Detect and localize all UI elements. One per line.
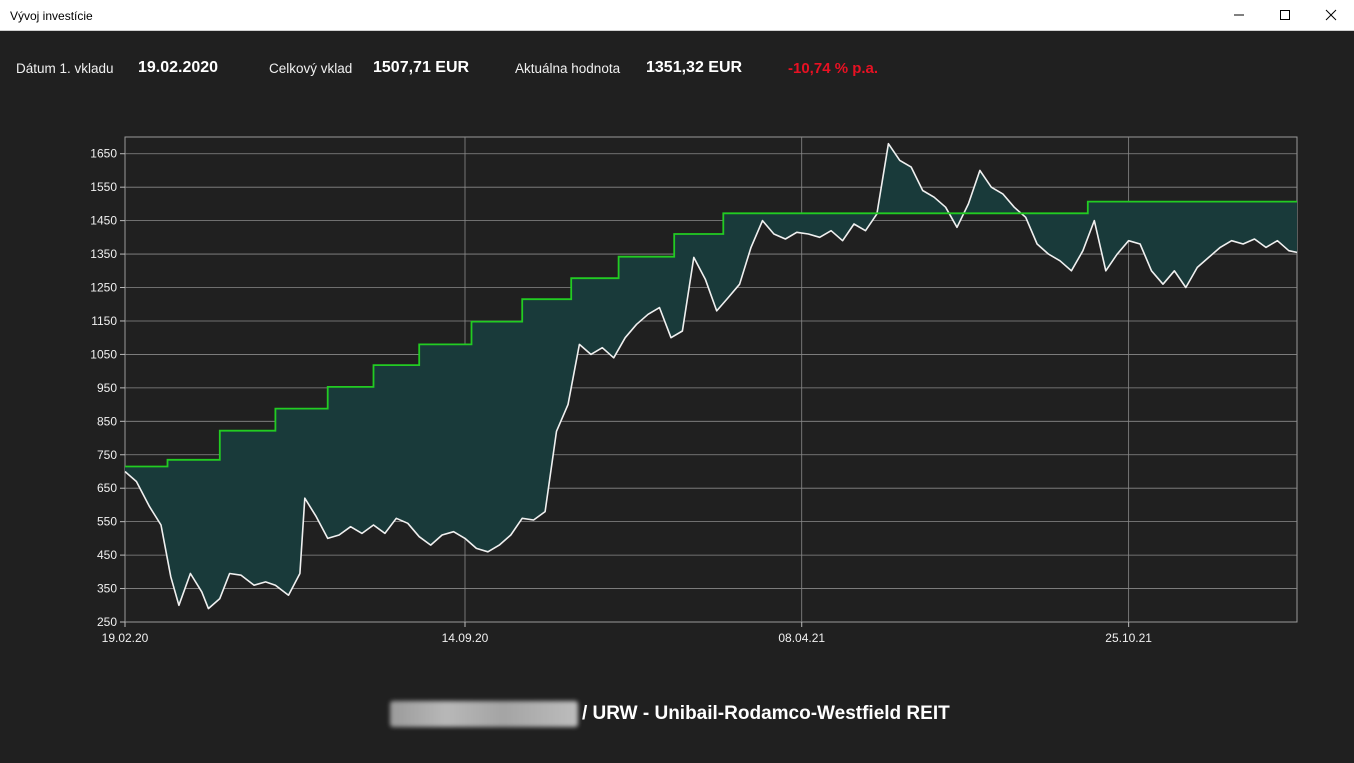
close-button[interactable] [1308, 0, 1354, 30]
window-title: Vývoj investície [10, 9, 93, 23]
maximize-button[interactable] [1262, 0, 1308, 30]
first-deposit-value: 19.02.2020 [138, 59, 219, 76]
footer-title: / URW - Unibail-Rodamco-Westfield REIT [582, 703, 950, 724]
y-tick-label: 750 [97, 448, 117, 462]
current-value-label: Aktuálna hodnota [515, 61, 621, 76]
investment-chart: 250 350 450 550 650 750 850 950 1050 1150 1250 1350… [90, 136, 1298, 645]
redacted-name [390, 701, 578, 727]
total-deposit-value: 1507,71 EUR [373, 59, 470, 76]
y-tick-label: 1350 [90, 247, 117, 261]
y-tick-label: 1450 [90, 214, 117, 228]
x-tick-label: 14.09.20 [442, 631, 489, 645]
y-tick-label: 1050 [90, 347, 117, 361]
annual-return: -10,74 % p.a. [788, 60, 879, 77]
y-tick-label: 550 [97, 515, 117, 529]
y-tick-label: 850 [97, 414, 117, 428]
x-tick-label: 25.10.21 [1105, 631, 1152, 645]
y-tick-label: 250 [97, 615, 117, 629]
x-tick-label: 19.02.20 [102, 631, 149, 645]
value-series-line [124, 142, 1298, 610]
maximize-icon [1280, 10, 1290, 20]
gap-area [125, 143, 1297, 609]
total-deposit-label: Celkový vklad [269, 61, 353, 76]
y-tick-label: 650 [97, 481, 117, 495]
minimize-icon [1234, 14, 1244, 16]
y-tick-label: 1150 [91, 314, 117, 328]
y-tick-label: 350 [97, 582, 117, 596]
first-deposit-label: Dátum 1. vkladu [16, 61, 114, 76]
current-value-value: 1351,32 EUR [646, 59, 743, 76]
invested-series-line [125, 200, 1297, 468]
close-icon [1325, 9, 1337, 21]
y-tick-label: 1650 [90, 147, 117, 161]
x-tick-label: 08.04.21 [778, 631, 825, 645]
y-tick-label: 450 [97, 548, 117, 562]
y-tick-label: 1550 [90, 180, 117, 194]
y-tick-label: 1250 [90, 281, 117, 295]
title-bar: Vývoj investície [0, 0, 1354, 31]
minimize-button[interactable] [1216, 0, 1262, 30]
y-tick-label: 950 [97, 381, 117, 395]
footer: / URW - Unibail-Rodamco-Westfield REIT [390, 700, 950, 728]
